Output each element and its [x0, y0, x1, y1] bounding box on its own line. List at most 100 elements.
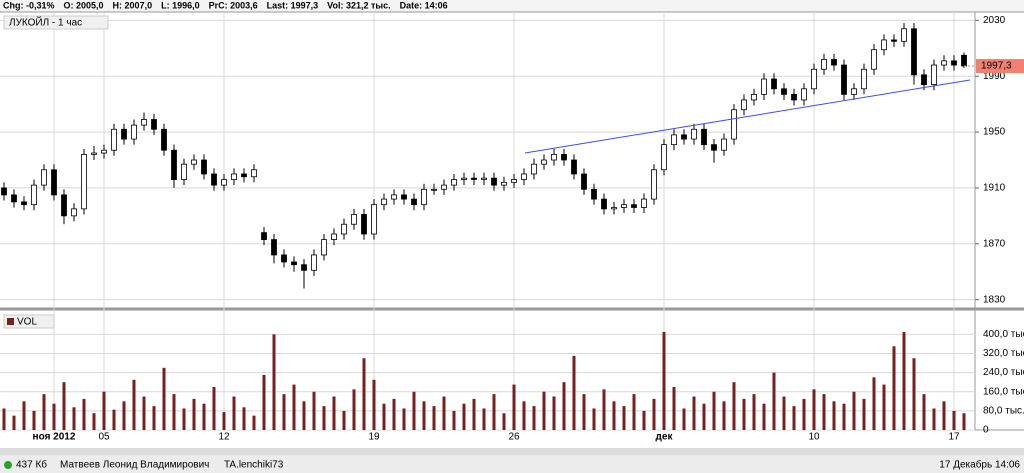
candle-body [101, 149, 107, 154]
candle-body [321, 239, 327, 256]
volume-bar [162, 367, 166, 430]
header-item: Last: 1997,3 [267, 0, 319, 10]
candle-body [721, 138, 727, 151]
candle-body [471, 177, 477, 180]
candle-body [601, 198, 607, 210]
header-item: Chg: -0,31% [3, 0, 55, 10]
candle-body [621, 204, 627, 208]
scrollbar[interactable] [0, 448, 1024, 455]
x-tick-label: 12 [218, 432, 230, 443]
trend-line [524, 79, 971, 154]
volume-bar [652, 398, 656, 430]
candle-body [901, 28, 907, 42]
candle-body [951, 60, 957, 66]
y-tick-label: 320,0 тыс. [983, 348, 1024, 359]
volume-bar [562, 382, 566, 430]
volume-bar [82, 398, 86, 430]
candle-body [171, 149, 177, 180]
volume-bar [122, 401, 126, 430]
candle-body [71, 208, 77, 217]
volume-bar [412, 391, 416, 430]
volume-bar [692, 396, 696, 430]
candle-body [351, 214, 357, 225]
volume-bar [592, 408, 596, 430]
volume-bar [822, 394, 826, 430]
x-tick-label: 10 [808, 432, 820, 443]
candle-body [811, 68, 817, 90]
candle-body [861, 68, 867, 90]
volume-bar [382, 403, 386, 430]
volume-bar [222, 412, 226, 430]
volume-bar [512, 384, 516, 430]
candle-body [11, 194, 17, 203]
candle-body [571, 159, 577, 175]
volume-bar [722, 401, 726, 430]
candle-body [421, 188, 427, 206]
volume-bar [2, 408, 6, 430]
volume-bar [552, 396, 556, 430]
candle-body [671, 134, 677, 146]
volume-bar [612, 401, 616, 430]
candle-body [651, 169, 657, 200]
volume-bar [352, 389, 356, 430]
volume-bar [572, 355, 576, 430]
volume-bar [962, 413, 966, 430]
volume-bar [942, 401, 946, 430]
volume-bar [682, 408, 686, 430]
candle-body [561, 154, 567, 161]
status-size: 437 Кб [16, 459, 47, 471]
last-price-box [976, 59, 1024, 74]
candle-body [61, 194, 67, 217]
x-tick-label: ноя 2012 [33, 432, 76, 443]
volume-bar [72, 407, 76, 430]
volume-bar [192, 398, 196, 430]
candle-body [161, 128, 167, 151]
volume-bar [52, 403, 56, 430]
volume-bar [792, 406, 796, 430]
volume-bar [202, 403, 206, 430]
candle-body [581, 173, 587, 190]
volume-bar [542, 391, 546, 430]
status-icon [4, 461, 12, 469]
legend-box [3, 15, 109, 30]
y-tick-label: 1910 [983, 183, 1006, 194]
candle-body [391, 194, 397, 200]
candle-body [221, 179, 227, 186]
candle-body [481, 177, 487, 180]
volume-bar [712, 391, 716, 430]
volume-bar [502, 413, 506, 430]
candle-body [761, 78, 767, 95]
candle-body [411, 198, 417, 206]
volume-bar [242, 407, 246, 430]
header: Chg: -0,31% O: 2005,0 H: 2007,0 L: 1996,0 Pr… [3, 0, 448, 10]
candle-body [311, 254, 317, 271]
volume-bar [922, 394, 926, 430]
candle-body [691, 128, 697, 140]
candle-body [641, 198, 647, 208]
y-tick-label: 240,0 тыс. [983, 367, 1024, 378]
candle-body [21, 201, 27, 206]
volume-bar [92, 413, 96, 430]
volume-bar [752, 394, 756, 430]
status-account: TA.lenchiki73 [224, 460, 284, 471]
candle-body [541, 159, 547, 165]
marks: 1997,3 [1, 23, 1024, 430]
candle-body [301, 264, 307, 271]
candle-body [181, 163, 187, 180]
volume-bar [422, 401, 426, 430]
candle-body [701, 128, 707, 146]
volume-bar [282, 394, 286, 430]
candle-body [91, 152, 97, 155]
volume-bar [832, 401, 836, 430]
candle-body [851, 88, 857, 95]
volume-bar [262, 375, 266, 430]
volume-bar [32, 410, 36, 430]
volume-bar [142, 396, 146, 430]
candle-body [281, 254, 287, 263]
candle-body [51, 169, 57, 196]
volume-bar [632, 394, 636, 430]
candle-body [141, 119, 147, 126]
volume-bar [372, 379, 376, 430]
